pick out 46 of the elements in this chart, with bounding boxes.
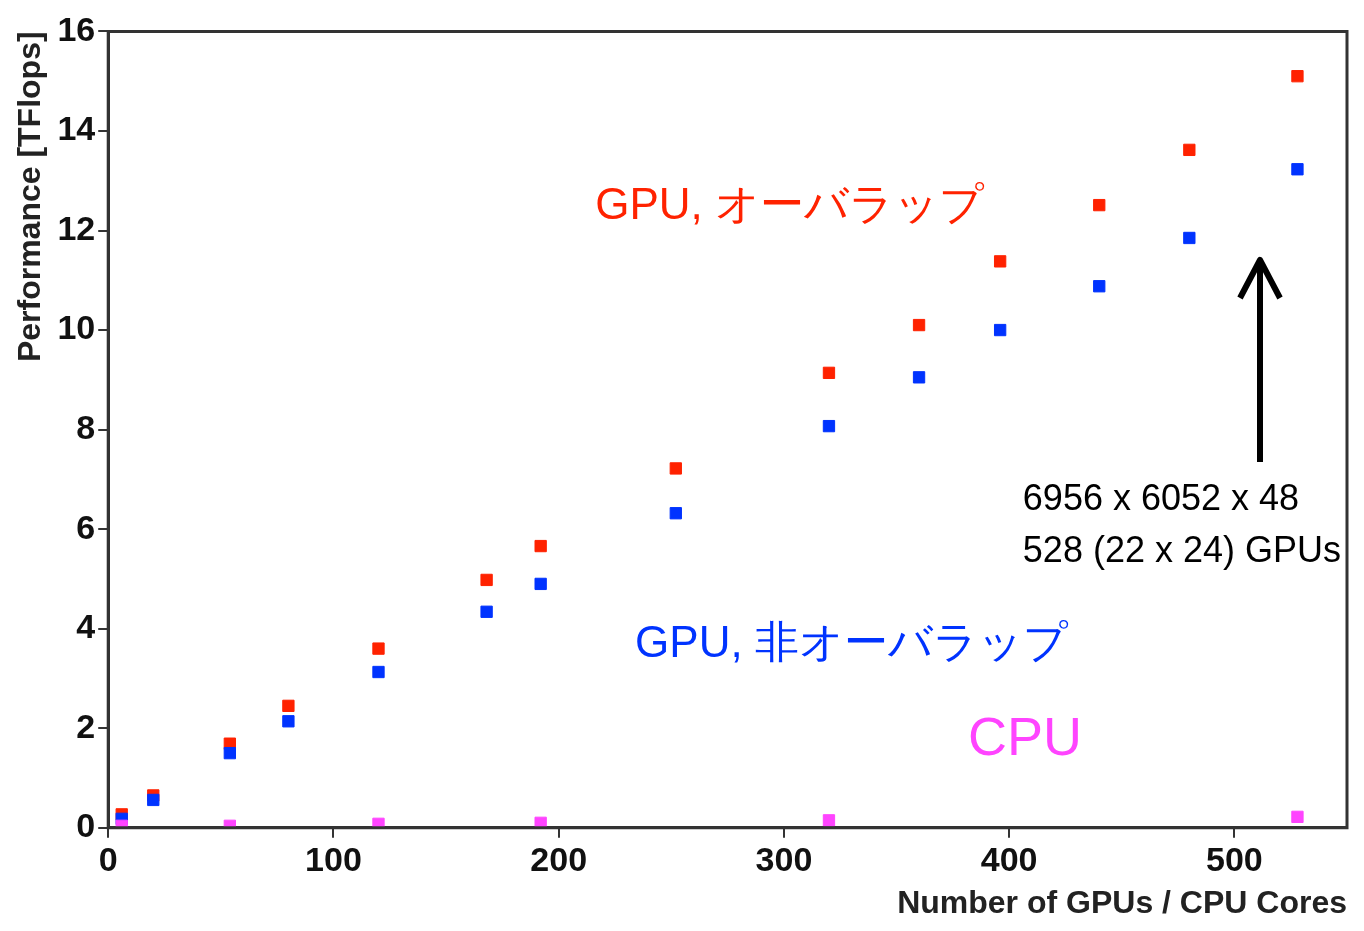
y-tick-label: 2 <box>76 706 96 745</box>
x-tick-label: 300 <box>755 839 813 878</box>
point <box>1093 198 1106 212</box>
point <box>912 318 926 332</box>
x-tick-label: 200 <box>530 839 588 878</box>
point <box>147 793 160 807</box>
y-tick-label: 14 <box>57 109 96 148</box>
point <box>822 814 836 827</box>
point <box>1291 810 1304 824</box>
series-label: GPU, オーバラップ <box>595 178 985 228</box>
point <box>822 366 836 380</box>
x-tick-label: 400 <box>980 839 1038 878</box>
point <box>1291 163 1304 176</box>
point <box>1291 70 1304 83</box>
annotation: 6956 x 6052 x 48 528 (22 x 24) GPUs <box>1022 476 1341 573</box>
x-tick-label: 100 <box>305 839 362 878</box>
y-tick-label: 8 <box>76 407 96 446</box>
y-tick-label: 12 <box>57 208 96 247</box>
point <box>669 462 682 475</box>
point <box>993 255 1007 268</box>
point <box>223 746 236 760</box>
point <box>480 573 493 587</box>
y-axis-title: Performance [TFlops] <box>11 31 48 363</box>
point <box>1183 143 1196 157</box>
point <box>534 539 547 553</box>
point <box>282 699 295 713</box>
y-tick-label: 4 <box>76 607 96 646</box>
point <box>372 642 385 655</box>
point <box>993 323 1007 337</box>
y-tick-label: 16 <box>57 9 96 48</box>
point <box>534 577 547 591</box>
x-axis-title: Number of GPUs / CPU Cores <box>897 883 1347 920</box>
point <box>372 665 385 679</box>
y-tick-label: 0 <box>76 806 96 845</box>
point <box>822 419 836 433</box>
point <box>1183 231 1196 245</box>
y-tick-label: 10 <box>57 308 96 347</box>
x-tick-label: 500 <box>1206 839 1263 878</box>
text: CPU <box>967 706 1082 767</box>
text: GPU, 非オーバラップ <box>635 616 1069 666</box>
point <box>1093 280 1106 293</box>
point <box>912 371 926 384</box>
y-tick-label: 6 <box>76 507 96 546</box>
point <box>669 507 682 520</box>
point <box>282 715 295 728</box>
point <box>480 605 493 618</box>
